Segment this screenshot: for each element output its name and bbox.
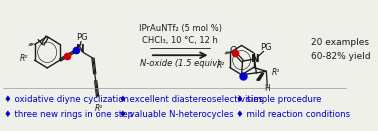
Text: N: N [76, 44, 85, 54]
Text: ♦ excellent diastereoselectivities: ♦ excellent diastereoselectivities [119, 95, 263, 104]
Text: ♦ oxidative diyne cyclization: ♦ oxidative diyne cyclization [4, 95, 129, 104]
Text: R¹: R¹ [272, 68, 280, 77]
Text: ♦ mild reaction conditions: ♦ mild reaction conditions [236, 110, 350, 119]
Text: PG: PG [76, 33, 88, 42]
Text: N: N [251, 54, 260, 64]
Text: R²: R² [217, 61, 225, 70]
Polygon shape [257, 73, 263, 80]
Text: CHCl₃, 10 °C, 12 h: CHCl₃, 10 °C, 12 h [142, 36, 218, 45]
Text: IPrAuNTf₂ (5 mol %): IPrAuNTf₂ (5 mol %) [139, 24, 222, 33]
Text: 20 examples: 20 examples [311, 38, 369, 47]
Text: ♦ simple procedure: ♦ simple procedure [236, 95, 322, 104]
Text: N-oxide (1.5 equiv): N-oxide (1.5 equiv) [140, 59, 220, 68]
Text: O: O [229, 46, 237, 56]
Text: 60-82% yield: 60-82% yield [311, 52, 371, 61]
Text: R²: R² [20, 54, 28, 63]
Text: R¹: R¹ [94, 104, 102, 113]
Text: PG: PG [260, 43, 271, 52]
Text: ♦ valuable N-heterocycles: ♦ valuable N-heterocycles [119, 110, 233, 119]
Text: H: H [265, 83, 270, 92]
Text: ♦ three new rings in one step: ♦ three new rings in one step [4, 110, 133, 119]
